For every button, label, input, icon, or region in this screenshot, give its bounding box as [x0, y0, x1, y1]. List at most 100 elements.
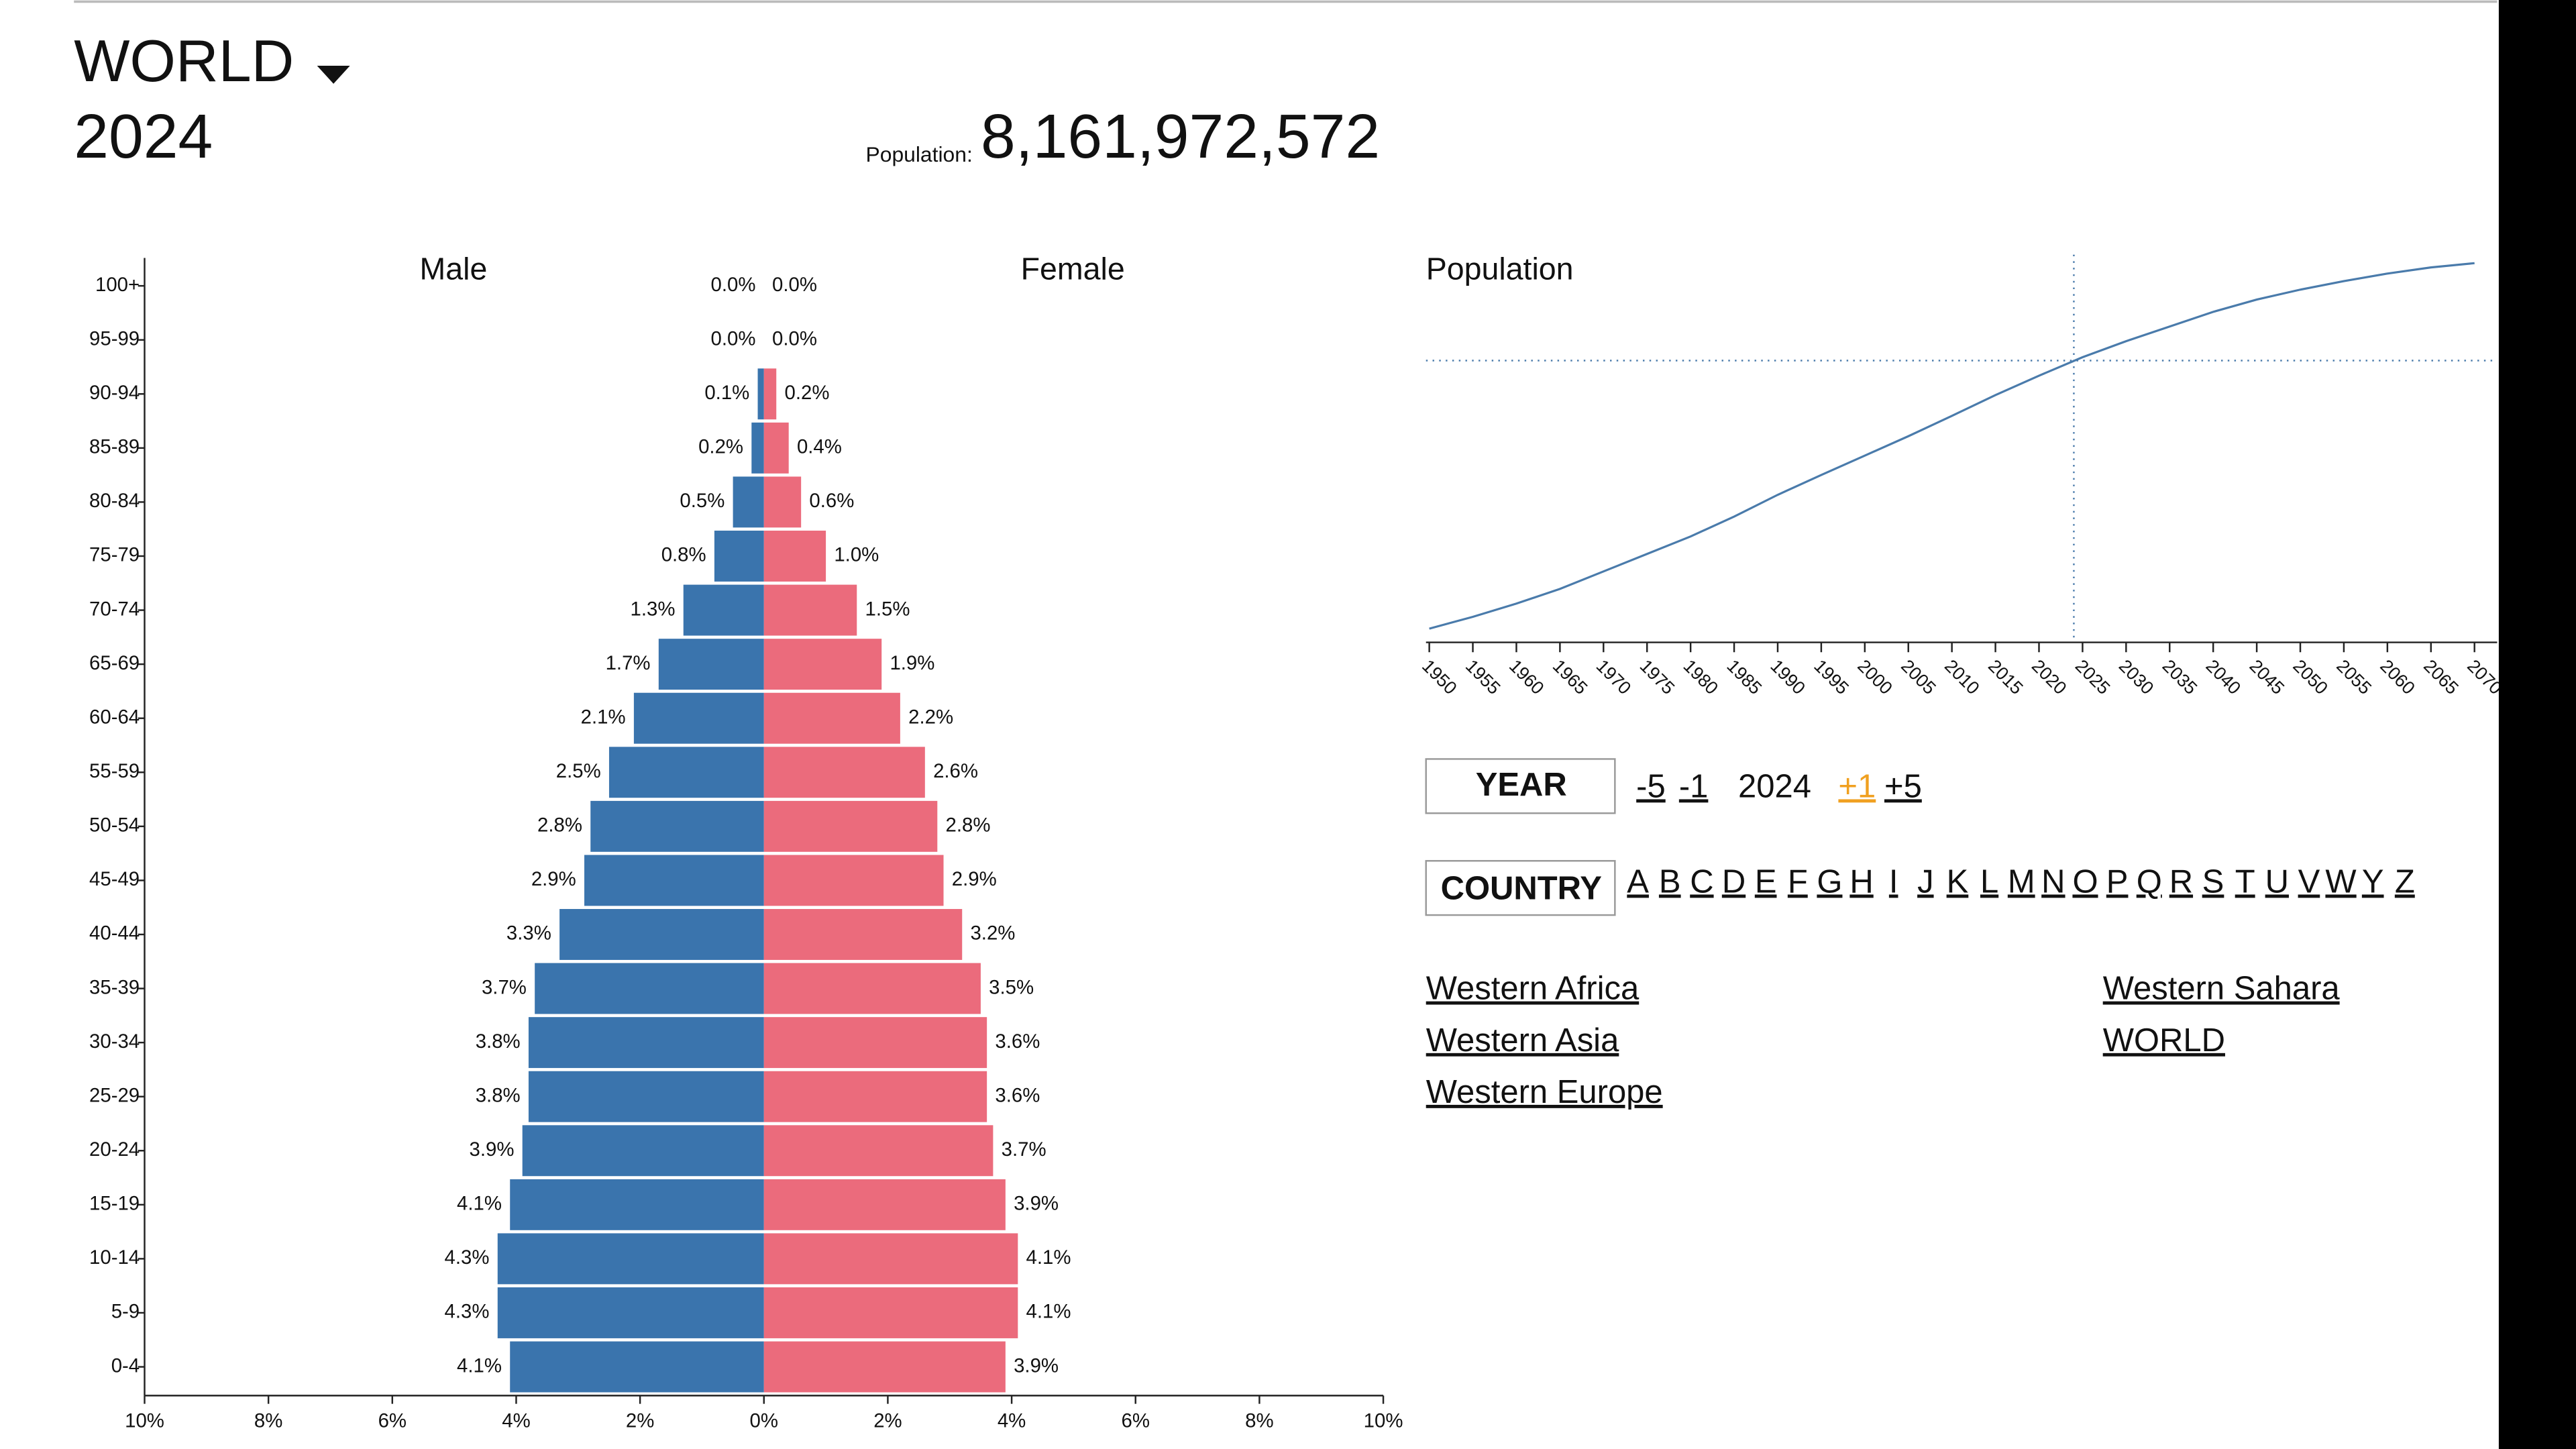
male-bar	[633, 692, 764, 744]
letter-link[interactable]: M	[2008, 863, 2035, 900]
x-tick-label: 2010	[1941, 655, 1984, 698]
female-bar	[763, 422, 789, 474]
letter-link[interactable]: P	[2106, 863, 2129, 900]
letter-link[interactable]: L	[1980, 863, 1998, 900]
current-year: 2024	[1738, 768, 1811, 804]
value-label: 0.0%	[772, 274, 817, 296]
year-button[interactable]	[1425, 758, 1616, 814]
male-bar	[683, 584, 764, 636]
age-label: 5-9	[111, 1301, 140, 1323]
letter-link[interactable]: G	[1817, 863, 1842, 900]
letter-link[interactable]: C	[1690, 863, 1713, 900]
letter-link[interactable]: F	[1788, 863, 1808, 900]
value-label: 3.9%	[1014, 1193, 1059, 1215]
female-bar	[763, 747, 925, 798]
x-tick-label: 4%	[998, 1409, 1026, 1432]
age-label: 65-69	[89, 652, 140, 674]
letter-link[interactable]: Y	[2362, 863, 2384, 900]
female-bar	[763, 531, 826, 582]
male-bar	[559, 909, 764, 960]
value-label: 2.9%	[531, 868, 576, 890]
female-bar	[763, 1017, 987, 1069]
letter-link[interactable]: U	[2265, 863, 2289, 900]
value-label: 3.9%	[1014, 1354, 1059, 1377]
letter-link[interactable]: I	[1889, 863, 1898, 900]
age-label: 45-49	[89, 868, 140, 890]
letter-link[interactable]: D	[1722, 863, 1746, 900]
letter-link[interactable]: V	[2298, 863, 2320, 900]
age-label: 80-84	[89, 490, 140, 512]
value-label: 3.9%	[469, 1138, 514, 1161]
male-bar	[714, 531, 764, 582]
value-label: 0.4%	[797, 436, 842, 458]
region-title[interactable]: WORLD	[74, 28, 294, 94]
letter-link[interactable]: N	[2041, 863, 2065, 900]
year-step-link[interactable]: -5	[1636, 768, 1666, 804]
male-bar	[528, 1017, 764, 1069]
dropdown-arrow[interactable]	[317, 65, 350, 84]
letter-link[interactable]: E	[1755, 863, 1777, 900]
country-link[interactable]: Western Asia	[1426, 1022, 1619, 1059]
plot-area	[1426, 254, 2498, 643]
letter-link[interactable]: W	[2325, 863, 2357, 900]
letter-link[interactable]: S	[2202, 863, 2224, 900]
age-label: 100+	[95, 274, 140, 296]
letter-link[interactable]: H	[1849, 863, 1873, 900]
country-link[interactable]: Western Africa	[1426, 971, 1640, 1007]
country-link[interactable]: WORLD	[2103, 1022, 2225, 1059]
x-tick-label: 8%	[254, 1409, 282, 1432]
letter-link[interactable]: J	[1917, 863, 1933, 900]
female-bar	[763, 476, 802, 528]
age-label: 70-74	[89, 598, 140, 620]
letter-link[interactable]: B	[1659, 863, 1681, 900]
value-label: 2.9%	[952, 868, 997, 890]
letter-link[interactable]: A	[1627, 863, 1649, 900]
age-label: 20-24	[89, 1138, 140, 1161]
year-button-label[interactable]: YEAR	[1476, 767, 1567, 803]
country-button-label[interactable]: COUNTRY	[1441, 870, 1602, 906]
male-bar	[528, 1071, 764, 1122]
age-label: 55-59	[89, 760, 140, 782]
female-bar	[763, 855, 944, 906]
male-bar	[757, 368, 764, 420]
value-label: 0.0%	[711, 274, 756, 296]
letter-link[interactable]: T	[2235, 863, 2255, 900]
age-label: 60-64	[89, 706, 140, 728]
value-label: 2.5%	[556, 760, 601, 782]
value-label: 0.6%	[809, 490, 854, 512]
value-label: 1.0%	[834, 544, 879, 566]
screen-edge	[2498, 0, 2576, 1449]
value-label: 1.9%	[890, 652, 934, 674]
value-label: 4.3%	[445, 1246, 490, 1269]
female-bar	[763, 1287, 1018, 1338]
x-tick-label: 1955	[1462, 655, 1505, 698]
letter-link[interactable]: Q	[2137, 863, 2162, 900]
letter-link[interactable]: Z	[2395, 863, 2415, 900]
population-label: Population:	[866, 142, 973, 166]
country-button[interactable]	[1425, 860, 1616, 916]
value-label: 4.1%	[1026, 1301, 1071, 1323]
country-link[interactable]: Western Europe	[1426, 1074, 1663, 1110]
value-label: 4.1%	[457, 1354, 502, 1377]
x-tick-label: 2040	[2202, 655, 2245, 698]
letter-link[interactable]: K	[1947, 863, 1969, 900]
age-label: 75-79	[89, 544, 140, 566]
value-label: 1.3%	[631, 598, 676, 620]
age-label: 95-99	[89, 327, 140, 350]
age-label: 85-89	[89, 436, 140, 458]
x-tick-label: 8%	[1245, 1409, 1273, 1432]
letter-link[interactable]: R	[2169, 863, 2193, 900]
country-link[interactable]: Western Sahara	[2103, 971, 2341, 1007]
population-value: 8,161,972,572	[981, 101, 1380, 171]
female-bar	[763, 800, 938, 852]
letter-link[interactable]: O	[2072, 863, 2098, 900]
year-step-link[interactable]: +5	[1884, 768, 1922, 804]
x-tick-label: 2050	[2289, 655, 2332, 698]
x-tick-label: 10%	[125, 1409, 164, 1432]
x-tick-label: 2045	[2245, 655, 2288, 698]
year-step-link[interactable]: +1	[1838, 768, 1876, 804]
x-tick-label: 2055	[2332, 655, 2375, 698]
year-step-link[interactable]: -1	[1679, 768, 1709, 804]
x-tick-label: 2%	[626, 1409, 654, 1432]
